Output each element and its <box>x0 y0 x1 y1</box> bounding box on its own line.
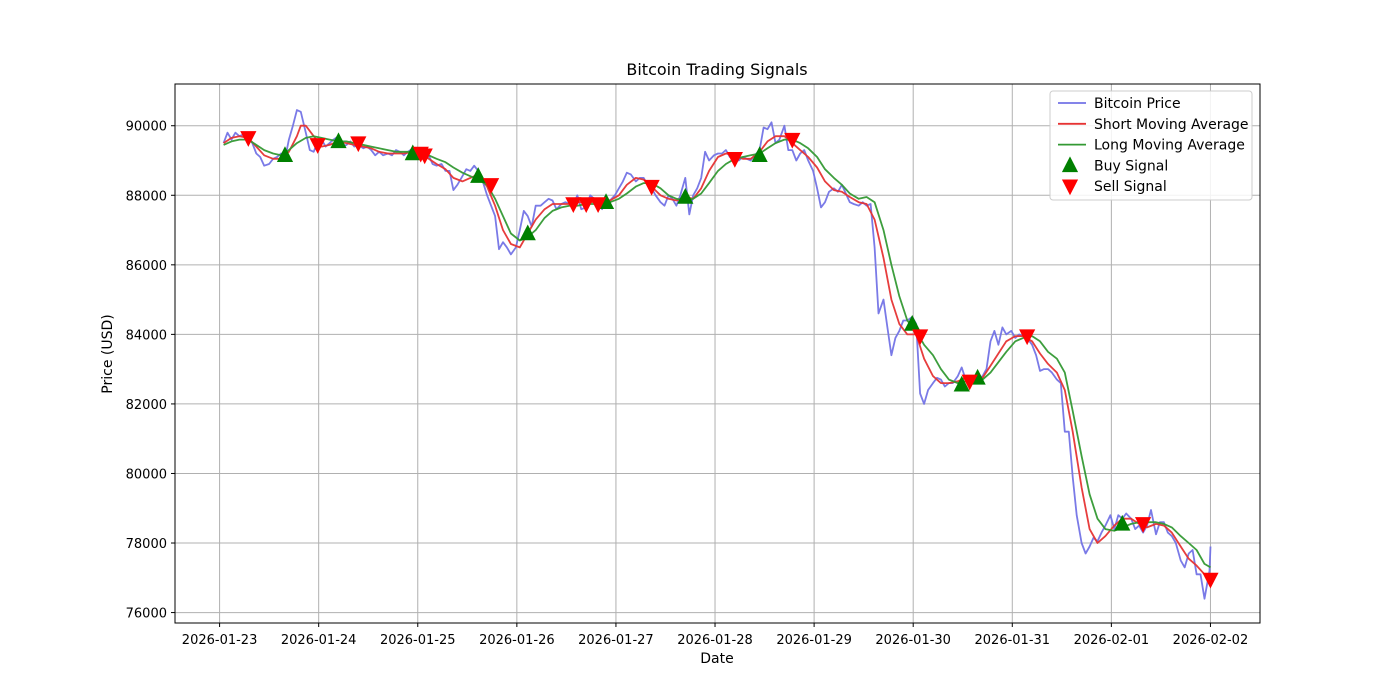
legend-label: Sell Signal <box>1094 179 1167 195</box>
sell-signal-marker <box>240 131 257 147</box>
sell-signal-marker <box>350 136 367 153</box>
buy-signal-marker <box>330 132 347 149</box>
x-tick-label: 2026-01-23 <box>182 633 258 648</box>
sell-signal-marker <box>643 179 660 196</box>
y-tick-label: 82000 <box>126 398 167 413</box>
y-tick-label: 88000 <box>126 189 167 204</box>
y-tick-label: 84000 <box>126 328 167 343</box>
sell-signal-marker <box>1202 572 1219 589</box>
x-tick-label: 2026-01-28 <box>677 633 753 648</box>
legend-swatch-sell <box>1061 179 1079 196</box>
signal-layer <box>240 131 1219 589</box>
plot-area-frame <box>174 83 1261 624</box>
x-tick-label: 2026-02-01 <box>1074 633 1150 648</box>
x-axis: 2026-01-23 2026-01-24 2026-01-25 2026-01-26… <box>182 623 1248 648</box>
y-tick-label: 86000 <box>126 259 167 274</box>
y-tick-label: 78000 <box>126 537 167 552</box>
sell-signal-marker <box>961 374 978 391</box>
sell-signal-marker <box>912 329 929 346</box>
sell-signal-marker <box>1134 517 1152 533</box>
legend: Bitcoin Price Short Moving Average Long Mo… <box>1049 90 1253 201</box>
y-axis: 76000 78000 80000 82000 84000 86000 88000 90000 <box>126 120 175 622</box>
sell-signal-marker <box>416 148 433 165</box>
legend-box <box>1049 90 1253 201</box>
x-tick-label: 2026-01-30 <box>875 633 951 648</box>
sell-signal-marker <box>309 138 326 154</box>
series-line-short_ma <box>223 124 1211 579</box>
series-line-long_ma <box>223 135 1211 569</box>
buy-signal-marker <box>1114 514 1131 531</box>
x-tick-label: 2026-01-27 <box>578 633 654 648</box>
legend-label: Bitcoin Price <box>1094 96 1181 112</box>
x-tick-label: 2026-01-24 <box>281 633 357 648</box>
series-layer <box>222 109 1212 600</box>
sell-signal-marker <box>578 197 595 213</box>
sell-signal-marker <box>1019 329 1036 346</box>
legend-swatch-buy <box>1061 156 1079 173</box>
legend-label: Short Moving Average <box>1094 117 1249 133</box>
buy-signal-marker <box>751 146 768 163</box>
sell-signal-marker <box>482 178 500 194</box>
buy-signal-marker <box>953 375 970 392</box>
buy-signal-marker <box>904 314 921 331</box>
sell-signal-marker <box>784 132 801 149</box>
y-tick-label: 80000 <box>126 467 167 482</box>
buy-signal-marker <box>276 146 294 163</box>
buy-signal-marker <box>519 224 536 241</box>
chart-title: Bitcoin Trading Signals <box>626 60 807 79</box>
x-tick-label: 2026-02-02 <box>1173 633 1249 648</box>
x-tick-label: 2026-01-26 <box>479 633 555 648</box>
buy-signal-marker <box>470 167 487 183</box>
buy-signal-marker <box>404 144 421 161</box>
sell-signal-marker <box>726 152 743 168</box>
sell-signal-marker <box>590 197 607 213</box>
y-axis-label: Price (USD) <box>100 314 116 393</box>
y-tick-label: 76000 <box>126 607 167 622</box>
x-axis-label: Date <box>700 651 733 667</box>
x-tick-label: 2026-01-29 <box>776 633 852 648</box>
x-tick-label: 2026-01-31 <box>975 633 1051 648</box>
legend-label: Long Moving Average <box>1094 138 1245 154</box>
legend-label: Buy Signal <box>1094 158 1168 174</box>
x-tick-label: 2026-01-25 <box>380 633 456 648</box>
sell-signal-marker <box>565 197 582 213</box>
y-tick-label: 90000 <box>126 120 167 135</box>
buy-signal-marker <box>677 188 694 204</box>
